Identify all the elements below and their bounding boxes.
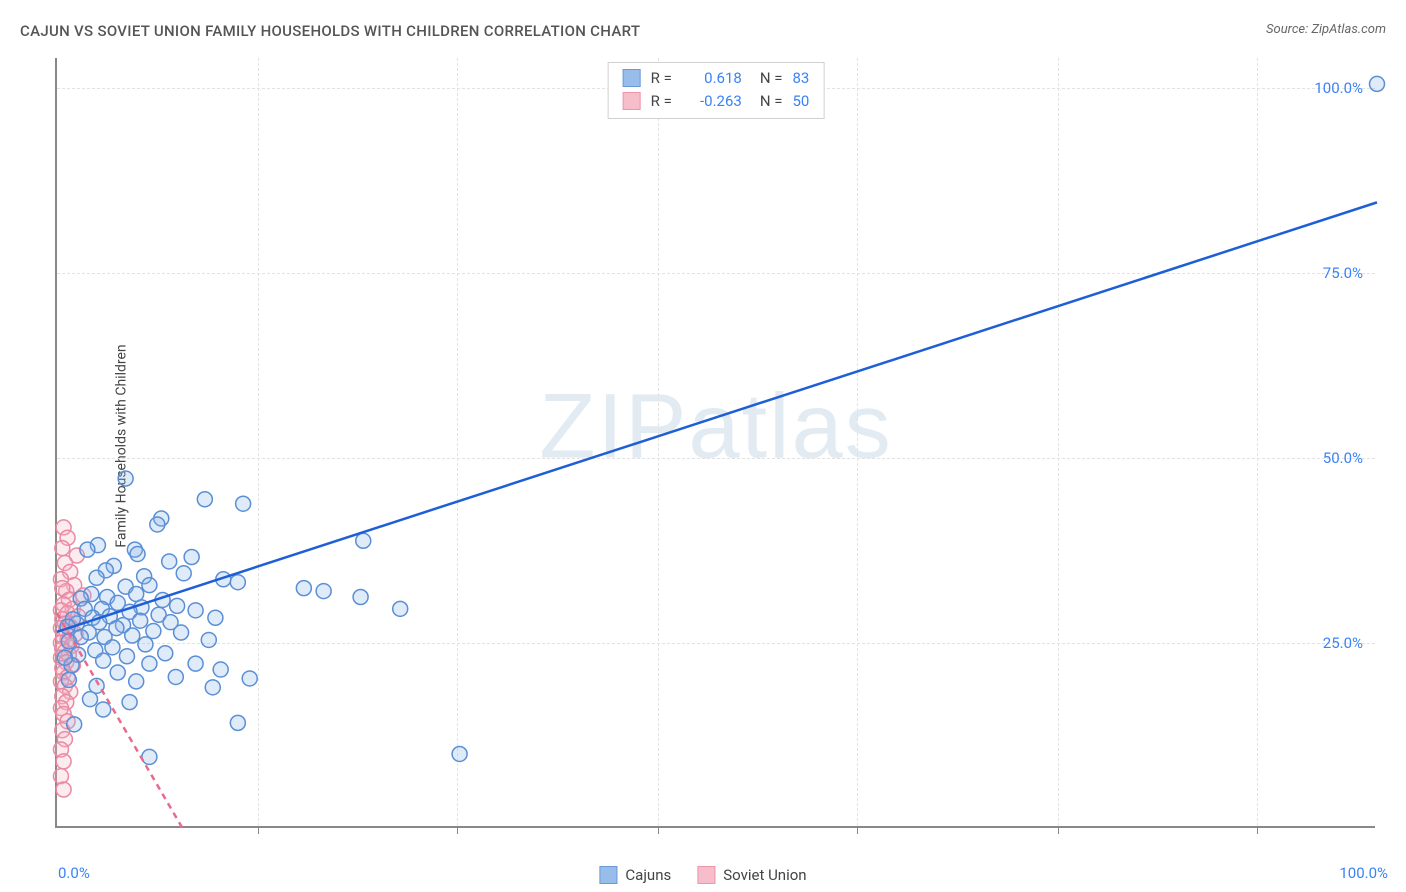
data-point: [176, 566, 191, 581]
data-point: [67, 717, 82, 732]
regression-line: [57, 202, 1377, 631]
legend-item-cajuns: Cajuns: [599, 866, 671, 884]
plot-svg: [57, 58, 1375, 826]
data-point: [57, 650, 72, 665]
chart-title: CAJUN VS SOVIET UNION FAMILY HOUSEHOLDS …: [20, 22, 640, 40]
data-point: [168, 669, 183, 684]
data-point: [201, 632, 216, 647]
data-point: [96, 653, 111, 668]
data-point: [96, 702, 111, 717]
x-tick-right: 100.0%: [1339, 864, 1388, 882]
data-point: [393, 601, 408, 616]
data-point: [174, 625, 189, 640]
data-point: [142, 656, 157, 671]
data-point: [125, 628, 140, 643]
data-point: [56, 782, 71, 797]
legend-swatch-soviet: [623, 92, 641, 110]
data-point: [296, 581, 311, 596]
data-point: [356, 533, 371, 548]
r-label: R =: [651, 67, 672, 90]
data-point: [188, 603, 203, 618]
legend-swatch-cajuns-icon: [599, 866, 617, 884]
data-point: [316, 584, 331, 599]
data-point: [197, 492, 212, 507]
y-tick-label: 25.0%: [1323, 634, 1363, 652]
data-point: [158, 646, 173, 661]
data-point: [105, 640, 120, 655]
data-point: [242, 671, 257, 686]
data-point: [170, 598, 185, 613]
legend-swatch-soviet-icon: [697, 866, 715, 884]
y-tick-label: 100.0%: [1314, 79, 1363, 97]
legend-item-soviet: Soviet Union: [697, 866, 806, 884]
data-point: [56, 754, 71, 769]
data-point: [55, 541, 70, 556]
n-value-cajuns: 83: [792, 67, 809, 90]
data-point: [61, 672, 76, 687]
data-point: [146, 624, 161, 639]
data-point: [150, 517, 165, 532]
r-label: R =: [651, 90, 672, 113]
data-point: [83, 692, 98, 707]
data-point: [133, 613, 148, 628]
data-point: [130, 547, 145, 562]
data-point: [230, 715, 245, 730]
correlation-chart: CAJUN VS SOVIET UNION FAMILY HOUSEHOLDS …: [0, 0, 1406, 892]
data-point: [353, 590, 368, 605]
data-point: [80, 542, 95, 557]
legend-swatch-cajuns: [623, 69, 641, 87]
r-value-cajuns: 0.618: [682, 67, 742, 90]
source-name: ZipAtlas.com: [1311, 22, 1386, 37]
data-point: [230, 575, 245, 590]
r-value-soviet: -0.263: [682, 90, 742, 113]
data-point: [53, 769, 68, 784]
data-point: [184, 550, 199, 565]
y-tick-label: 75.0%: [1323, 264, 1363, 282]
data-point: [162, 554, 177, 569]
data-point: [236, 496, 251, 511]
source-attribution: Source: ZipAtlas.com: [1266, 22, 1386, 37]
correlation-legend: R = 0.618 N = 83 R = -0.263 N = 50: [608, 62, 825, 119]
data-point: [129, 674, 144, 689]
data-point: [110, 665, 125, 680]
n-label: N =: [760, 67, 783, 90]
n-label: N =: [760, 90, 783, 113]
legend-label-cajuns: Cajuns: [625, 866, 671, 884]
data-point: [452, 746, 467, 761]
data-point: [142, 578, 157, 593]
y-tick-label: 50.0%: [1323, 449, 1363, 467]
legend-label-soviet: Soviet Union: [723, 866, 806, 884]
series-legend: Cajuns Soviet Union: [599, 866, 806, 884]
legend-row-cajuns: R = 0.618 N = 83: [623, 67, 810, 90]
data-point: [138, 637, 153, 652]
legend-row-soviet: R = -0.263 N = 50: [623, 90, 810, 113]
data-point: [208, 610, 223, 625]
data-point: [188, 656, 203, 671]
plot-area: ZIPatlas R = 0.618 N = 83 R = -0.263 N =…: [55, 58, 1375, 828]
data-point: [118, 471, 133, 486]
n-value-soviet: 50: [792, 90, 809, 113]
data-point: [205, 680, 220, 695]
x-tick-left: 0.0%: [58, 864, 90, 882]
data-point: [122, 695, 137, 710]
data-point: [89, 570, 104, 585]
data-point: [61, 634, 76, 649]
source-prefix: Source:: [1266, 22, 1311, 37]
data-point: [1370, 76, 1385, 91]
data-point: [142, 749, 157, 764]
data-point: [119, 649, 134, 664]
data-point: [213, 662, 228, 677]
